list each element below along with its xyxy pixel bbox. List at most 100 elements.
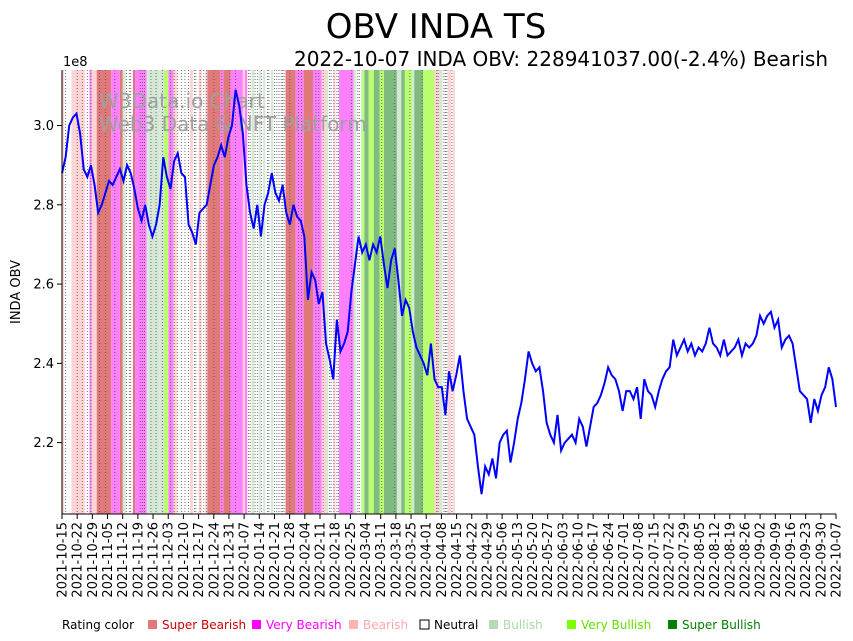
- legend-swatch: [148, 620, 157, 629]
- x-tick-label: 2021-12-24: [207, 522, 222, 598]
- x-tick-label: 2021-11-26: [147, 522, 162, 598]
- obv-series-line: [61, 89, 837, 495]
- y-multiplier-label: 1e8: [63, 55, 88, 70]
- rating-band: [263, 70, 266, 514]
- x-tick-label: 2022-01-28: [283, 522, 298, 598]
- rating-band: [135, 70, 147, 514]
- rating-band: [383, 70, 397, 514]
- x-tick-label: 2022-05-27: [541, 522, 556, 598]
- x-tick-label: 2022-04-29: [480, 522, 495, 598]
- rating-band: [321, 70, 327, 514]
- x-tick-label: 2022-05-06: [496, 522, 511, 598]
- x-tick-label: 2021-11-19: [131, 522, 146, 598]
- rating-band: [71, 70, 86, 514]
- rating-band: [295, 70, 304, 514]
- legend-entry-label: Very Bearish: [266, 618, 342, 632]
- y-tick-label: 2.6: [33, 278, 54, 293]
- legend-swatch: [252, 620, 261, 629]
- rating-band: [132, 70, 136, 514]
- x-tick-label: 2022-09-02: [754, 522, 769, 598]
- rating-band: [245, 70, 248, 514]
- rating-band: [62, 70, 65, 514]
- rating-band: [401, 70, 405, 514]
- x-tick-label: 2022-09-23: [799, 522, 814, 598]
- legend-entry-label: Very Bullish: [581, 618, 651, 632]
- rating-band: [91, 70, 97, 514]
- rating-band: [96, 70, 112, 514]
- x-tick-label: 2022-02-25: [344, 522, 359, 598]
- x-tick-label: 2022-04-22: [465, 522, 480, 598]
- rating-band: [422, 70, 435, 514]
- x-tick-label: 2022-04-01: [420, 522, 435, 598]
- x-tick-label: 2022-01-14: [253, 522, 268, 598]
- x-axis: 2021-10-15 2021-10-22 2021-10-29 2021-11-05…: [56, 514, 845, 598]
- rating-band: [414, 70, 423, 514]
- x-tick-label: 2022-05-20: [526, 522, 541, 598]
- rating-band: [173, 70, 178, 514]
- x-tick-label: 2021-10-29: [86, 522, 101, 598]
- y-tick-label: 2.4: [33, 357, 54, 372]
- x-tick-label: 2022-08-19: [723, 522, 738, 598]
- x-tick-label: 2022-03-04: [359, 522, 374, 598]
- x-tick-label: 2022-05-13: [511, 522, 526, 598]
- rating-band: [360, 70, 363, 514]
- chart-subtitle: 2022-10-07 INDA OBV: 228941037.00(-2.4%)…: [294, 47, 828, 71]
- x-tick-label: 2022-07-22: [663, 522, 678, 598]
- legend-entry-label: Super Bearish: [162, 618, 246, 632]
- x-tick-label: 2021-10-22: [71, 522, 86, 598]
- legend: Rating color Super Bearish Very Bearish Bea…: [62, 618, 761, 632]
- rating-band: [439, 70, 443, 514]
- legend-swatch: [419, 619, 430, 630]
- rating-band: [163, 70, 169, 514]
- y-axis-label: INDA OBV: [9, 260, 24, 324]
- rating-band: [251, 70, 255, 514]
- rating-band: [223, 70, 231, 514]
- y-tick-label: 2.2: [33, 436, 54, 451]
- rating-band: [271, 70, 274, 514]
- rating-band: [364, 70, 369, 514]
- rating-band: [326, 70, 329, 514]
- y-tick-label: 2.8: [33, 198, 54, 213]
- chart-title: OBV INDA TS: [326, 7, 547, 47]
- rating-band: [242, 70, 246, 514]
- x-tick-label: 2022-01-07: [238, 522, 253, 598]
- x-tick-label: 2021-11-05: [101, 522, 116, 598]
- x-tick-label: 2022-06-03: [556, 522, 571, 598]
- rating-band: [447, 70, 452, 514]
- x-tick-label: 2022-10-07: [830, 522, 845, 598]
- rating-band: [111, 70, 120, 514]
- x-tick-label: 2021-12-10: [177, 522, 192, 598]
- rating-band: [362, 70, 365, 514]
- x-tick-label: 2022-07-01: [617, 522, 632, 598]
- rating-band: [159, 70, 164, 514]
- x-tick-label: 2022-08-26: [738, 522, 753, 598]
- rating-band: [148, 70, 160, 514]
- legend-swatch: [668, 620, 677, 629]
- x-tick-label: 2022-03-18: [389, 522, 404, 598]
- x-tick-label: 2022-07-08: [632, 522, 647, 598]
- x-tick-label: 2022-08-12: [708, 522, 723, 598]
- x-tick-label: 2022-09-16: [784, 522, 799, 598]
- x-tick-label: 2022-02-11: [314, 522, 329, 598]
- rating-band: [285, 70, 296, 514]
- x-tick-label: 2022-04-15: [450, 522, 465, 598]
- legend-swatch: [349, 620, 358, 629]
- x-tick-label: 2022-06-24: [602, 522, 617, 598]
- legend-entry-label: Bullish: [503, 618, 543, 632]
- x-tick-label: 2022-01-21: [268, 522, 283, 598]
- rating-band: [339, 70, 354, 514]
- rating-band: [412, 70, 415, 514]
- x-tick-label: 2022-03-11: [374, 522, 389, 598]
- legend-entry-label: Super Bullish: [682, 618, 761, 632]
- rating-band: [368, 70, 374, 514]
- x-tick-label: 2022-02-04: [298, 522, 313, 598]
- x-tick-label: 2022-02-18: [329, 522, 344, 598]
- legend-swatch: [489, 620, 498, 629]
- legend-title: Rating color: [62, 618, 134, 632]
- rating-band: [258, 70, 261, 514]
- rating-band: [119, 70, 123, 514]
- rating-band: [190, 70, 193, 514]
- legend-swatch: [567, 620, 576, 629]
- x-tick-label: 2022-07-15: [647, 522, 662, 598]
